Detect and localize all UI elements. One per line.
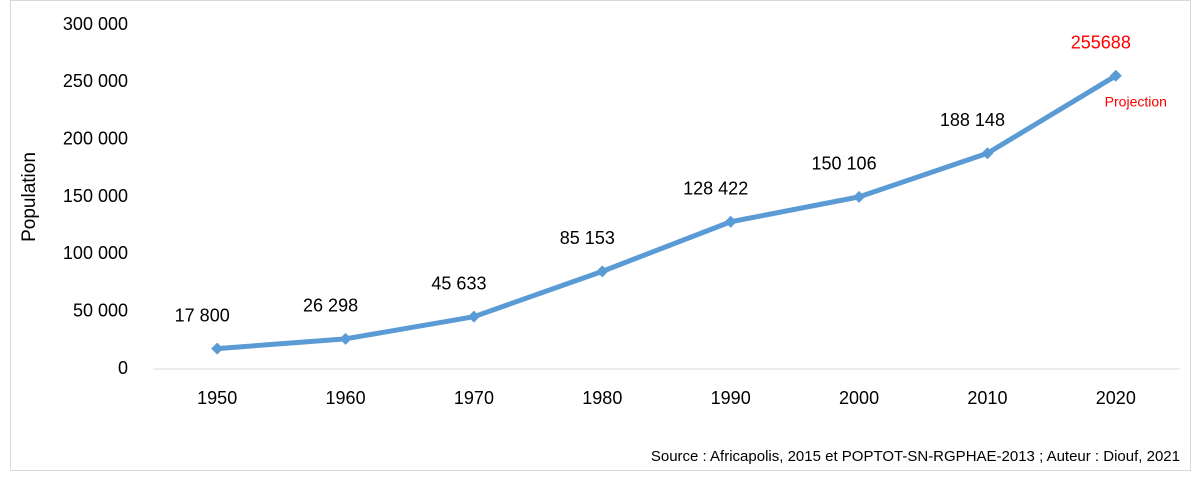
marker <box>596 265 609 278</box>
x-tick-label: 2000 <box>839 388 879 408</box>
x-tick-label: 1980 <box>582 388 622 408</box>
data-label: 128 422 <box>683 178 748 198</box>
marker <box>724 215 737 228</box>
x-tick-label: 1970 <box>454 388 494 408</box>
x-tick-label: 1960 <box>326 388 366 408</box>
y-tick-label: 200 000 <box>63 128 128 148</box>
y-tick-label: 0 <box>118 358 128 378</box>
source: Source : Africapolis, 2015 et POPTOT-SN-… <box>651 448 1180 465</box>
marker <box>339 332 352 345</box>
data-label: 45 633 <box>431 273 486 293</box>
chart-frame <box>10 0 1191 471</box>
y-tick-label: 300 000 <box>63 14 128 34</box>
data-label: 85 153 <box>560 228 615 248</box>
x-tick-label: 1950 <box>197 388 237 408</box>
marker <box>853 190 866 203</box>
marker <box>1109 69 1122 82</box>
marker <box>211 342 224 355</box>
data-label: 150 106 <box>812 154 877 174</box>
data-label: 26 298 <box>303 296 358 316</box>
y-tick-label: 250 000 <box>63 71 128 91</box>
marker <box>981 147 994 160</box>
x-tick-label: 2020 <box>1096 388 1136 408</box>
line <box>216 73 1118 352</box>
x-tick-label: 2010 <box>967 388 1007 408</box>
annotation: Projection <box>1105 94 1167 110</box>
data-label: 255688 <box>1071 33 1131 53</box>
x-tick-label: 1990 <box>711 388 751 408</box>
data-label: 188 148 <box>940 110 1005 130</box>
y-tick-label: 150 000 <box>63 186 128 206</box>
y-tick-label: 100 000 <box>63 243 128 263</box>
y-axis-label: Population <box>19 152 40 242</box>
marker <box>467 310 480 323</box>
y-tick-label: 50 000 <box>73 300 128 320</box>
data-label: 17 800 <box>175 305 230 325</box>
